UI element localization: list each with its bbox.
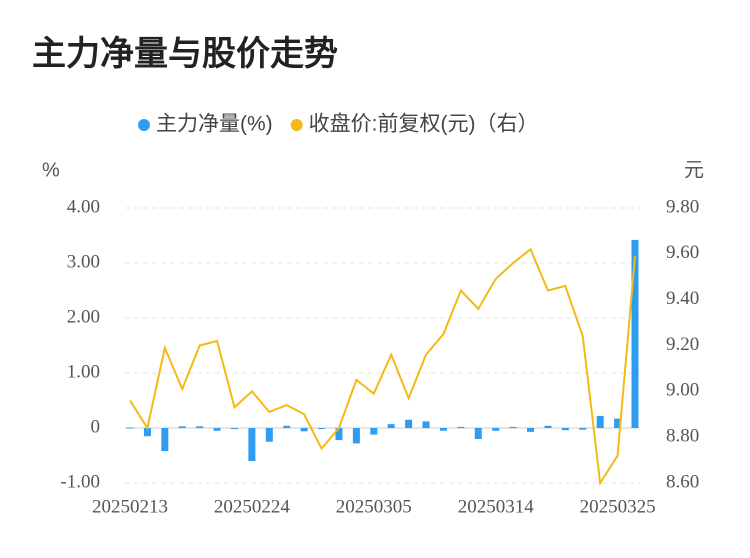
legend-label: 收盘价:前复权(元)（右） [309,113,539,136]
x-tick-label: 20250224 [214,496,291,517]
y2-tick-label: 9.40 [666,288,699,309]
y-tick-label: -1.00 [60,471,100,492]
price-line [129,247,636,486]
y-tick-label: 2.00 [67,306,100,327]
y2-tick-label: 8.80 [666,426,699,447]
x-tick-label: 20250213 [92,496,168,517]
bar [370,428,378,435]
y-tick-label: 0 [91,416,101,437]
y-axis-label: % [42,159,60,181]
legend-label: 主力净量(%) [156,113,273,136]
bar [161,428,169,452]
bar [457,426,465,428]
chart-title: 主力净量与股价走势 [32,35,338,73]
bar [596,415,604,428]
bar [143,428,151,437]
y2-tick-label: 9.00 [666,380,699,401]
bar [178,426,186,428]
bar [335,428,343,441]
y2-tick-label: 9.20 [666,334,699,355]
y2-tick-label: 9.80 [666,196,699,217]
bar [631,239,639,428]
bar [439,428,447,431]
bar [544,425,552,428]
bar [248,428,256,461]
bar [283,425,291,428]
bar [527,428,535,432]
y-tick-label: 1.00 [67,361,100,382]
bar [579,428,587,430]
bar [196,426,204,428]
bar [561,428,569,431]
bar [126,427,134,429]
y2-axis-label: 元 [684,159,704,181]
x-tick-label: 20250325 [580,496,656,517]
legend-marker [138,119,150,131]
y-tick-label: 3.00 [67,251,100,272]
y2-tick-label: 8.60 [666,471,699,492]
bar [474,428,482,439]
bar [614,418,622,428]
bar [405,419,413,428]
bar [387,424,395,428]
bar [318,428,326,429]
bar [352,428,360,444]
bar [509,426,517,428]
bar [422,421,430,428]
bar [213,428,221,431]
bar [300,428,308,432]
y-tick-label: 4.00 [67,196,100,217]
bar [492,428,500,431]
legend-marker [290,119,303,131]
x-tick-label: 20250305 [336,496,412,517]
y2-tick-label: 9.60 [666,242,699,263]
bar [265,428,273,442]
bar [230,428,238,430]
x-tick-label: 20250314 [458,496,535,517]
